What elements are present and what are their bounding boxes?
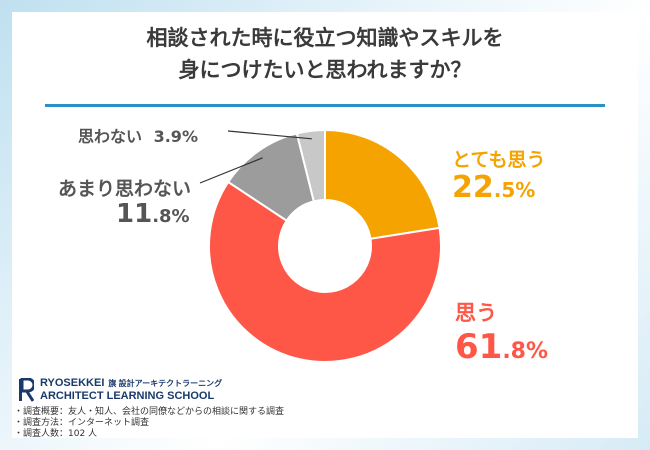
note-3: ・調査人数：102 人 [14,429,98,439]
logo-jp: 旗 設計アーキテクトラーニング [108,379,223,388]
slice-label-0: とても思う [452,149,546,171]
label-omou: 思う 61.8% [455,297,548,367]
slice-value-int-1: 61 [455,327,503,367]
leader-line-3 [227,130,312,140]
logo-mark-icon [19,378,34,402]
label-totemo-omou: とても思う 22.5% [452,145,545,205]
note-1: ・調査概要：友人・知人、会社の同僚などからの相談に関する調査 [14,407,285,417]
slice-value-dec-0: .5% [493,178,536,202]
donut-slice-3 [295,128,326,203]
logo-name: RYOSEKKEI [40,377,105,389]
note-2: ・調査方法：インターネット調査 [14,418,150,428]
chart-title: 相談された時に役立つ知識やスキルを 身につけたいと思われますか？ [0,22,650,86]
label-amari-omowanai: あまり思わない 11.8% [58,174,191,229]
logo-name-row: RYOSEKKEI 旗 設計アーキテクトラーニング [40,377,222,389]
slice-value-3: 3.9% [153,127,198,146]
logo-school: ARCHITECT LEARNING SCHOOL [40,390,215,402]
leader-line-2 [199,157,263,184]
slice-label-2: あまり思わない [58,178,192,200]
donut-slice-1 [208,180,442,363]
label-omowanai: 思わない 3.9% [78,123,198,147]
title-underline [45,104,605,107]
slice-value-dec-2: .8% [152,206,190,227]
slice-value-int-0: 22 [452,170,494,205]
slice-value-dec-1: .8% [502,339,549,364]
donut-slice-0 [324,128,441,240]
slice-label-1: 思う [455,301,497,325]
card [12,12,638,438]
title-line-2: 身につけたいと思われますか？ [178,58,472,82]
slice-value-int-2: 11 [116,199,153,229]
slice-label-3: 思わない [78,127,143,146]
title-line-1: 相談された時に役立つ知識やスキルを [146,26,504,50]
survey-notes: ・調査概要：友人・知人、会社の同僚などからの相談に関する調査 ・調査方法：インタ… [14,407,284,440]
